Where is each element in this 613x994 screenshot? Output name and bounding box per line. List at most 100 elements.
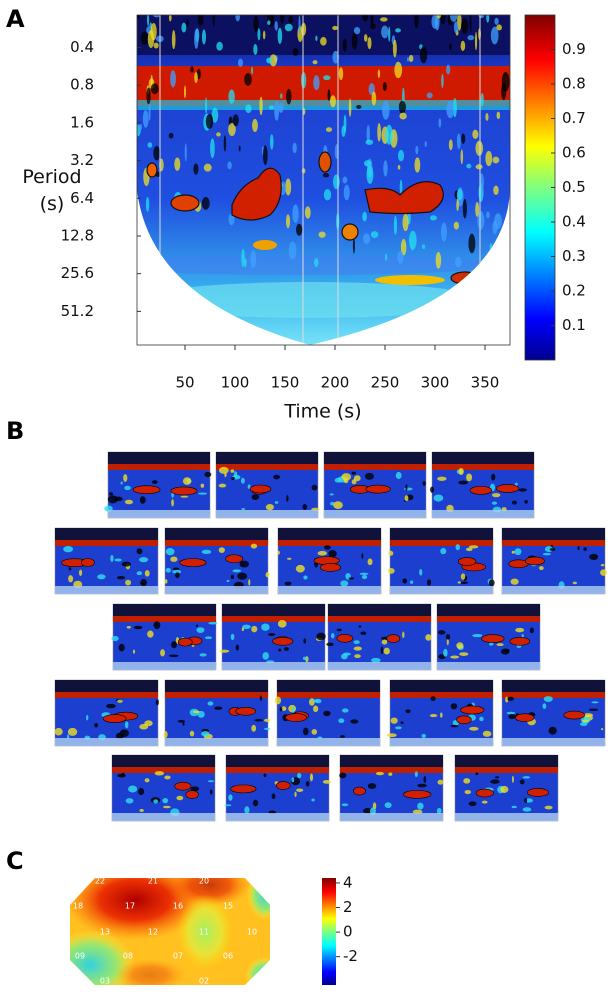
thumbnail-texture xyxy=(165,567,171,573)
thumbnail-texture xyxy=(450,655,460,659)
thumbnail-texture xyxy=(403,487,413,491)
texture xyxy=(211,107,219,123)
thumbnail-band xyxy=(340,767,443,773)
thumbnail-texture xyxy=(333,501,343,509)
thumbnail-texture xyxy=(340,735,345,738)
thumbnail-texture xyxy=(370,657,381,663)
texture xyxy=(422,244,426,250)
thumbnail-texture xyxy=(524,797,528,804)
thumbnail-band xyxy=(324,510,426,518)
thumbnail-texture xyxy=(114,558,122,562)
texture xyxy=(367,36,372,50)
thumbnail-texture xyxy=(252,799,259,807)
thumbnail-texture xyxy=(302,656,308,660)
x-tick-label: 250 xyxy=(371,374,400,392)
texture xyxy=(228,123,236,137)
thumbnail-texture xyxy=(66,734,70,740)
texture xyxy=(150,83,159,95)
thumbnail-texture xyxy=(277,620,287,628)
texture xyxy=(475,140,484,156)
texture xyxy=(250,250,257,269)
texture xyxy=(446,100,455,119)
texture xyxy=(292,142,297,154)
texture xyxy=(288,15,293,24)
thumbnail-texture xyxy=(330,632,335,639)
texture xyxy=(330,95,336,108)
thumbnail-texture xyxy=(505,696,509,703)
thumbnail-texture xyxy=(380,646,384,655)
thumbnail-texture xyxy=(381,639,388,645)
texture xyxy=(252,118,258,133)
thumbnail-blob xyxy=(475,788,494,798)
thumbnail-band xyxy=(222,604,325,618)
thumbnail-blob xyxy=(249,484,272,494)
thumbnail-band xyxy=(455,813,558,821)
thumbnail-band xyxy=(113,604,216,618)
texture xyxy=(461,18,469,34)
texture xyxy=(362,211,367,222)
thumbnail-texture xyxy=(514,548,522,556)
thumbnail-band xyxy=(502,680,605,694)
thumbnail-texture xyxy=(208,621,218,625)
texture xyxy=(362,233,371,245)
panel-letter: B xyxy=(6,417,24,445)
colorbar xyxy=(322,878,336,985)
texture xyxy=(168,15,172,22)
texture xyxy=(145,197,150,212)
electrode-label: 17 xyxy=(125,902,135,911)
texture xyxy=(462,198,467,219)
thumbnail-band xyxy=(328,604,431,618)
electrode-label: 11 xyxy=(199,928,209,937)
texture xyxy=(205,97,208,114)
thumbnail-texture xyxy=(472,633,483,638)
thumbnail-texture xyxy=(388,550,394,556)
thumbnail-texture xyxy=(430,696,436,702)
thumbnail-texture xyxy=(230,633,235,641)
thumbnail-texture xyxy=(600,563,605,567)
thumbnail-texture xyxy=(139,808,144,812)
texture xyxy=(438,118,442,128)
thumbnail-texture xyxy=(410,580,414,584)
thumbnail-texture xyxy=(583,547,587,551)
texture xyxy=(492,220,498,235)
texture xyxy=(286,88,292,105)
thumbnail-texture xyxy=(361,574,368,580)
thumbnail-texture xyxy=(109,492,113,496)
texture xyxy=(485,113,489,121)
thumbnail-texture xyxy=(458,480,468,485)
texture xyxy=(153,146,161,161)
thumbnail-texture xyxy=(121,772,125,777)
thumbnail-blob xyxy=(353,786,366,796)
thumbnail-texture xyxy=(436,807,442,815)
texture xyxy=(318,231,326,238)
thumbnail-blob xyxy=(515,713,535,722)
texture xyxy=(278,102,284,113)
thumbnail-texture xyxy=(218,547,225,554)
thumbnail-texture xyxy=(340,580,349,587)
texture xyxy=(377,69,381,79)
texture xyxy=(456,199,459,212)
thumbnail-texture xyxy=(414,771,418,778)
texture xyxy=(322,172,330,178)
electrode-label: 08 xyxy=(123,952,133,961)
texture xyxy=(449,42,452,51)
texture xyxy=(280,93,283,99)
thumbnail-band xyxy=(216,510,318,518)
texture xyxy=(474,32,478,51)
thumbnail-texture xyxy=(235,644,239,651)
texture xyxy=(227,161,232,170)
thumbnail-texture xyxy=(241,507,246,511)
thumbnail-texture xyxy=(309,773,314,782)
thumbnail-texture xyxy=(124,499,133,505)
thumbnail-texture xyxy=(261,623,270,631)
electrode-label: 06 xyxy=(223,952,233,961)
thumbnail-band xyxy=(432,452,534,466)
thumbnail-texture xyxy=(54,727,63,736)
colorbar-tick-label: 2 xyxy=(343,898,353,916)
texture xyxy=(353,27,361,35)
thumbnail-band xyxy=(222,616,325,622)
thumbnail-blob xyxy=(132,485,161,495)
thumbnail-texture xyxy=(115,732,124,740)
thumbnail-blob xyxy=(526,788,549,797)
thumbnail-texture xyxy=(506,711,516,715)
